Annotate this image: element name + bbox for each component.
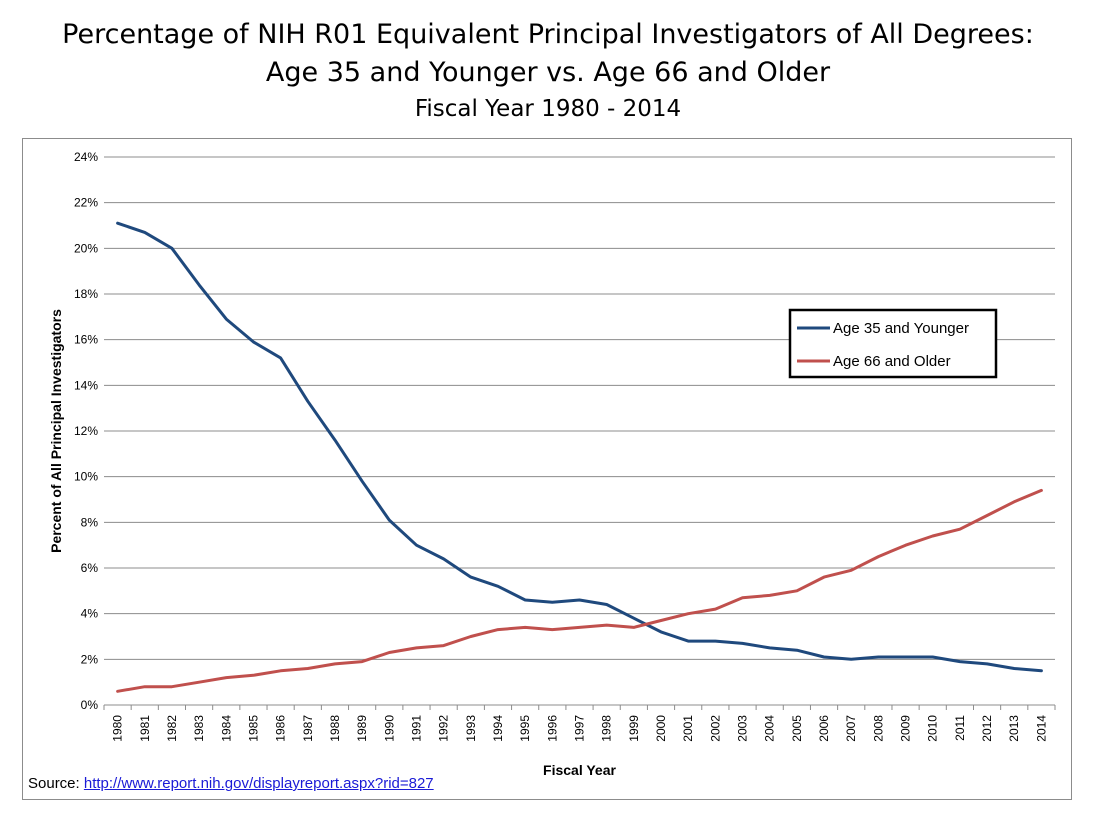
- source-link[interactable]: http://www.report.nih.gov/displayreport.…: [83, 775, 434, 792]
- x-tick-label: 2002: [708, 715, 722, 742]
- x-tick-label: 2003: [736, 715, 750, 742]
- y-tick-label: 8%: [81, 515, 99, 529]
- x-tick-label: 2000: [654, 715, 668, 742]
- x-tick-label: 2006: [817, 715, 831, 742]
- x-tick-label: 1996: [545, 715, 559, 742]
- y-tick-label: 20%: [74, 241, 98, 255]
- x-tick-label: 2009: [899, 715, 913, 742]
- x-tick-label: 1991: [409, 715, 423, 742]
- x-tick-label: 1999: [627, 715, 641, 742]
- x-tick-label: 1983: [192, 715, 206, 742]
- line-chart: 0% 2% 4% 6% 8% 10% 12% 14% 16% 18% 20% 22% 24% 1980 19…: [48, 150, 1056, 778]
- x-tick-label: 2008: [871, 715, 885, 742]
- series-line-1: [116, 221, 1043, 673]
- x-tick-label: 1994: [491, 715, 505, 742]
- x-tick-label: 2011: [953, 715, 967, 741]
- x-tick-label: 1982: [165, 715, 179, 742]
- x-tick-label: 2013: [1007, 715, 1021, 742]
- x-tick-label: 2014: [1034, 715, 1048, 742]
- legend-entry: Age 66 and Older: [833, 353, 951, 370]
- y-tick-label: 16%: [74, 333, 98, 347]
- x-tick-label: 1980: [111, 715, 125, 742]
- x-tick-label: 1998: [600, 715, 614, 742]
- title-line-3: Fiscal Year 1980 - 2014: [414, 96, 682, 122]
- legend-entry: Age 35 and Younger: [833, 320, 969, 337]
- y-tick-label: 22%: [74, 196, 98, 210]
- x-tick-label: 1992: [437, 715, 451, 742]
- y-tick-label: 18%: [74, 287, 98, 301]
- source-label: Source:: [28, 775, 84, 792]
- x-tick-label: 1989: [355, 715, 369, 742]
- title-line-1: Percentage of NIH R01 Equivalent Princip…: [62, 19, 1034, 50]
- x-tick-label: 1987: [301, 715, 315, 742]
- x-tick-label: 2007: [844, 715, 858, 742]
- y-tick-label: 14%: [74, 378, 98, 392]
- x-tick-label: 2012: [980, 715, 994, 742]
- y-tick-label: 6%: [81, 561, 99, 575]
- y-tick-label: 0%: [81, 698, 99, 712]
- x-tick-label: 1997: [573, 715, 587, 742]
- title-line-2: Age 35 and Younger vs. Age 66 and Older: [265, 57, 831, 88]
- source-note: Source: http://www.report.nih.gov/displa…: [28, 775, 434, 792]
- x-axis-title: Fiscal Year: [543, 762, 616, 778]
- x-tick-label: 1981: [138, 715, 152, 742]
- x-tick-label: 2010: [926, 715, 940, 742]
- chart-frame: 0% 2% 4% 6% 8% 10% 12% 14% 16% 18% 20% 22% 24% 1980 19…: [22, 138, 1072, 800]
- y-tick-label: 10%: [74, 470, 98, 484]
- y-tick-label: 4%: [81, 607, 99, 621]
- x-tick-label: 1985: [246, 715, 260, 742]
- y-tick-label: 2%: [81, 652, 99, 666]
- x-tick-label: 2005: [790, 715, 804, 742]
- x-tick-label: 2004: [763, 715, 777, 742]
- x-tick-label: 1995: [518, 715, 532, 742]
- x-tick-label: 1986: [274, 715, 288, 742]
- y-tick-label: 12%: [74, 424, 98, 438]
- x-tick-label: 1993: [464, 715, 478, 742]
- y-axis-title: Percent of All Principal Investigators: [48, 309, 64, 553]
- x-tick-label: 2001: [681, 715, 695, 742]
- x-tick-label: 1988: [328, 715, 342, 742]
- x-tick-label: 1984: [219, 715, 233, 742]
- series-line-2: [116, 488, 1043, 693]
- y-tick-label: 24%: [74, 150, 98, 164]
- x-tick-label: 1990: [382, 715, 396, 742]
- legend-box: [788, 308, 998, 379]
